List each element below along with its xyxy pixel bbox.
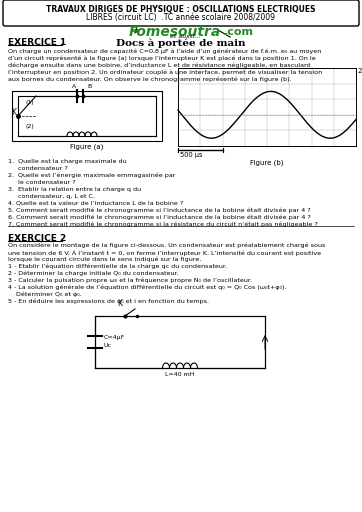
Text: B: B: [88, 84, 92, 89]
Text: On considère le montage de la figure ci-dessous. Un condensateur est préalableme: On considère le montage de la figure ci-…: [8, 243, 325, 248]
Text: K: K: [117, 299, 122, 308]
Text: condensateur, q, L et C.: condensateur, q, L et C.: [8, 194, 95, 199]
Text: 2 - Déterminer la charge initiale Q₀ du condensateur.: 2 - Déterminer la charge initiale Q₀ du …: [8, 271, 178, 276]
Text: 5 - En déduire les expressions de q₀ et i en fonction du temps.: 5 - En déduire les expressions de q₀ et …: [8, 299, 209, 305]
Text: 1.  Quelle est la charge maximale du: 1. Quelle est la charge maximale du: [8, 159, 127, 164]
FancyBboxPatch shape: [3, 0, 359, 26]
Bar: [12, 91, 162, 141]
Text: 500 μs: 500 μs: [180, 152, 202, 158]
Text: EXERCICE 1: EXERCICE 1: [8, 38, 66, 47]
Text: A: A: [72, 84, 76, 89]
Text: Fomesoutra: Fomesoutra: [129, 25, 221, 39]
Text: 4. Quelle est la valeur de l’inductance L de la bobine ?: 4. Quelle est la valeur de l’inductance …: [8, 201, 183, 206]
Text: Uc: Uc: [104, 344, 112, 349]
Text: C=4μF: C=4μF: [104, 335, 125, 340]
Text: 7. Comment serait modifié le chronogramme si la résistance du circuit n’était pa: 7. Comment serait modifié le chronogramm…: [8, 222, 318, 227]
Text: (2): (2): [26, 124, 35, 130]
Text: l’interrupteur en position 2. Un ordinateur couplé à une interface, permet de vi: l’interrupteur en position 2. Un ordinat…: [8, 70, 322, 75]
Text: et aussi...: et aussi...: [170, 34, 200, 39]
Bar: [95, 316, 265, 368]
Text: K: K: [11, 109, 16, 117]
Text: (1): (1): [26, 100, 35, 105]
Text: aux bornes du condensateur. On observe le chronogramme représenté sur la figure : aux bornes du condensateur. On observe l…: [8, 77, 292, 82]
Text: 4 - La solution générale de l’équation différentielle du circuit est q₀ = Q₀ Cos: 4 - La solution générale de l’équation d…: [8, 285, 286, 290]
Text: une tension de 6 V. À l’instant t = 0, on ferme l’interrupteur K. L’intensité du: une tension de 6 V. À l’instant t = 0, o…: [8, 250, 321, 256]
Text: .com: .com: [224, 27, 254, 37]
Text: LIBRES (circuit LC)  .TC année scolaire 2008/2009: LIBRES (circuit LC) .TC année scolaire 2…: [87, 13, 275, 22]
Text: L=40 mH: L=40 mH: [165, 372, 195, 377]
Text: On charge un condensateur de capacité C=0,8 μF à l’aide d’un générateur de f.é.m: On charge un condensateur de capacité C=…: [8, 48, 321, 53]
Text: 3.  Etablir la relation entre la charge q du: 3. Etablir la relation entre la charge q…: [8, 187, 141, 192]
Text: décharge ensuite dans une bobine, d’inductance L et de résistance négligeable, e: décharge ensuite dans une bobine, d’indu…: [8, 62, 311, 68]
Text: Docs à portée de main: Docs à portée de main: [116, 38, 246, 48]
Text: 5. Comment serait modifié le chronogramme si l’inductance de la bobine était div: 5. Comment serait modifié le chronogramm…: [8, 208, 311, 214]
Text: Figure (a): Figure (a): [70, 144, 104, 151]
Text: ★: ★: [132, 26, 140, 36]
Text: 3 - Calculer la pulsation propre ω₀ et la fréquence propre N₀ de l’oscillateur.: 3 - Calculer la pulsation propre ω₀ et l…: [8, 278, 252, 284]
Text: le condensateur ?: le condensateur ?: [8, 180, 76, 185]
Text: Déterminer Q₀ et φ₀.: Déterminer Q₀ et φ₀.: [8, 292, 82, 297]
Text: lorsque le courant circule dans le sens indiqué sur la figure.: lorsque le courant circule dans le sens …: [8, 257, 201, 263]
Text: d’un circuit représenté à la figure (a) lorsque l’interrupteur K est placé dans : d’un circuit représenté à la figure (a) …: [8, 55, 316, 61]
Text: 2V: 2V: [358, 68, 362, 74]
Text: EXERCICE 2: EXERCICE 2: [8, 234, 66, 243]
Text: TRAVAUX DIRIGES DE PHYSIQUE : OSCILLATIONS ELECTRIQUES: TRAVAUX DIRIGES DE PHYSIQUE : OSCILLATIO…: [46, 5, 316, 14]
Text: 1 - Etablir l’équation différentielle de la charge qc du condensateur.: 1 - Etablir l’équation différentielle de…: [8, 264, 227, 269]
Text: 2.  Quelle est l’énergie maximale emmagasinée par: 2. Quelle est l’énergie maximale emmagas…: [8, 173, 176, 179]
Text: 6. Comment serait modifié le chronogramme si l’inductance de la bobine était div: 6. Comment serait modifié le chronogramm…: [8, 215, 311, 221]
Text: Figure (b): Figure (b): [250, 160, 284, 166]
Text: condensateur ?: condensateur ?: [8, 166, 68, 171]
